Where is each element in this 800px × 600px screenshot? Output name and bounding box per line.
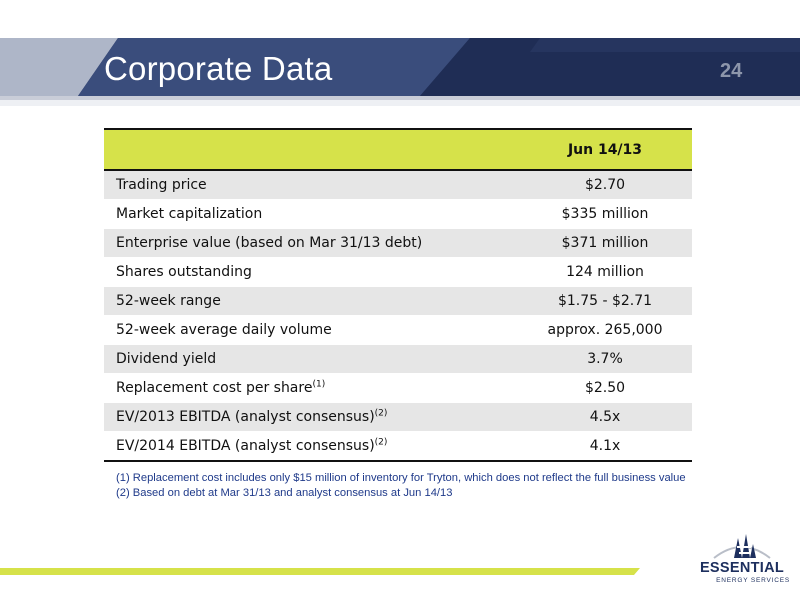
footnote-marker: (2) [374,437,388,448]
value-cell: $1.75 - $2.71 [518,286,692,316]
table-row: Market capitalization $335 million [104,199,692,229]
metric-label: Dividend yield [116,351,217,367]
table-row: Trading price $2.70 [104,170,692,200]
table-row: EV/2013 EBITDA (analyst consensus)(2) 4.5… [104,402,692,432]
header-banner: Corporate Data 24 [0,0,800,112]
metric-label: Shares outstanding [116,264,252,280]
value-cell: $371 million [518,228,692,258]
table-row: 52-week average daily volume approx. 265,… [104,315,692,345]
metric-cell: Market capitalization [104,199,518,229]
table-row: Enterprise value (based on Mar 31/13 deb… [104,228,692,258]
metric-cell: 52-week average daily volume [104,315,518,345]
table-row: 52-week range $1.75 - $2.71 [104,286,692,316]
metric-label: Enterprise value (based on Mar 31/13 deb… [116,235,423,251]
table-row: Shares outstanding 124 million [104,257,692,287]
metric-cell: EV/2013 EBITDA (analyst consensus)(2) [104,402,518,432]
footnote-1: (1) Replacement cost includes only $15 m… [116,472,686,484]
footnotes: (1) Replacement cost includes only $15 m… [116,471,686,501]
metric-column-header [104,128,518,171]
metric-cell: EV/2014 EBITDA (analyst consensus)(2) [104,431,518,462]
table-body: Trading price $2.70 Market capitalization $… [104,170,692,462]
value-cell: 4.5x [518,402,692,432]
metric-label: EV/2014 EBITDA (analyst consensus) [116,438,375,454]
logo-name: ESSENTIAL [699,560,785,576]
rig-icon [713,534,771,559]
value-cell: $2.50 [518,373,692,403]
footnote-marker: (2) [374,408,388,419]
value-cell: $335 million [518,199,692,229]
essential-logo: ESSENTIAL ENERGY SERVICES [690,530,794,594]
metric-cell: Replacement cost per share(1) [104,373,518,403]
metric-label: Trading price [116,177,207,193]
value-cell: $2.70 [518,170,692,200]
bottom-stripe [0,568,640,575]
value-cell: 124 million [518,257,692,287]
metric-label: EV/2013 EBITDA (analyst consensus) [116,409,375,425]
table-header-row: Jun 14/13 [104,128,692,171]
table-row: EV/2014 EBITDA (analyst consensus)(2) 4.1… [104,431,692,462]
footnote-2: (2) Based on debt at Mar 31/13 and analy… [116,487,453,499]
value-cell: 3.7% [518,344,692,374]
table-row: Dividend yield 3.7% [104,344,692,374]
table-row: Replacement cost per share(1) $2.50 [104,373,692,403]
metric-label: 52-week range [116,293,221,309]
value-cell: approx. 265,000 [518,315,692,345]
page-number: 24 [720,60,743,82]
slide-title: Corporate Data [104,50,333,87]
metric-label: 52-week average daily volume [116,322,332,338]
metric-cell: Enterprise value (based on Mar 31/13 deb… [104,228,518,258]
header-background [0,0,800,112]
metric-cell: Dividend yield [104,344,518,374]
date-column-header: Jun 14/13 [518,128,692,171]
value-cell: 4.1x [518,431,692,462]
footnote-marker: (1) [312,379,326,390]
logo-subtitle: ENERGY SERVICES [716,577,790,584]
metric-cell: Trading price [104,170,518,200]
corporate-data-table: Jun 14/13 Trading price $2.70 Market capit… [104,128,692,462]
metric-cell: Shares outstanding [104,257,518,287]
metric-cell: 52-week range [104,286,518,316]
metric-label: Replacement cost per share [116,380,313,396]
metric-label: Market capitalization [116,206,263,222]
